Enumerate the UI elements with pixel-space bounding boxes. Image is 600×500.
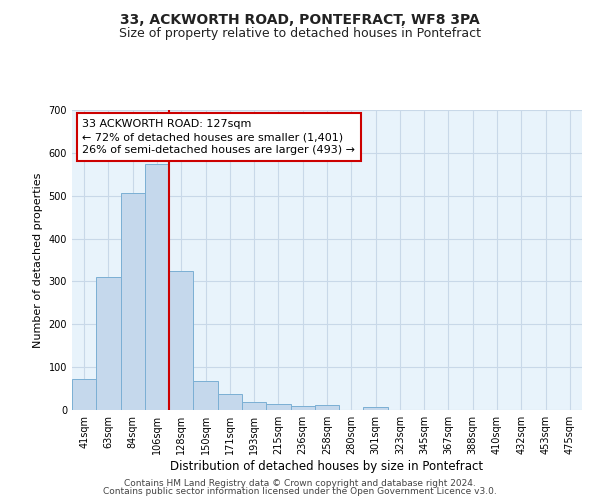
Text: 33, ACKWORTH ROAD, PONTEFRACT, WF8 3PA: 33, ACKWORTH ROAD, PONTEFRACT, WF8 3PA xyxy=(120,12,480,26)
Bar xyxy=(290,406,315,410)
Bar xyxy=(145,164,169,410)
Bar xyxy=(242,402,266,410)
Bar xyxy=(364,406,388,410)
Bar xyxy=(169,270,193,410)
Text: 33 ACKWORTH ROAD: 127sqm
← 72% of detached houses are smaller (1,401)
26% of sem: 33 ACKWORTH ROAD: 127sqm ← 72% of detach… xyxy=(82,119,355,156)
Bar xyxy=(315,406,339,410)
Text: Contains public sector information licensed under the Open Government Licence v3: Contains public sector information licen… xyxy=(103,487,497,496)
Bar xyxy=(218,394,242,410)
X-axis label: Distribution of detached houses by size in Pontefract: Distribution of detached houses by size … xyxy=(170,460,484,473)
Text: Size of property relative to detached houses in Pontefract: Size of property relative to detached ho… xyxy=(119,28,481,40)
Bar xyxy=(72,379,96,410)
Bar xyxy=(121,193,145,410)
Text: Contains HM Land Registry data © Crown copyright and database right 2024.: Contains HM Land Registry data © Crown c… xyxy=(124,478,476,488)
Bar xyxy=(193,382,218,410)
Y-axis label: Number of detached properties: Number of detached properties xyxy=(33,172,43,348)
Bar xyxy=(96,276,121,410)
Bar xyxy=(266,404,290,410)
